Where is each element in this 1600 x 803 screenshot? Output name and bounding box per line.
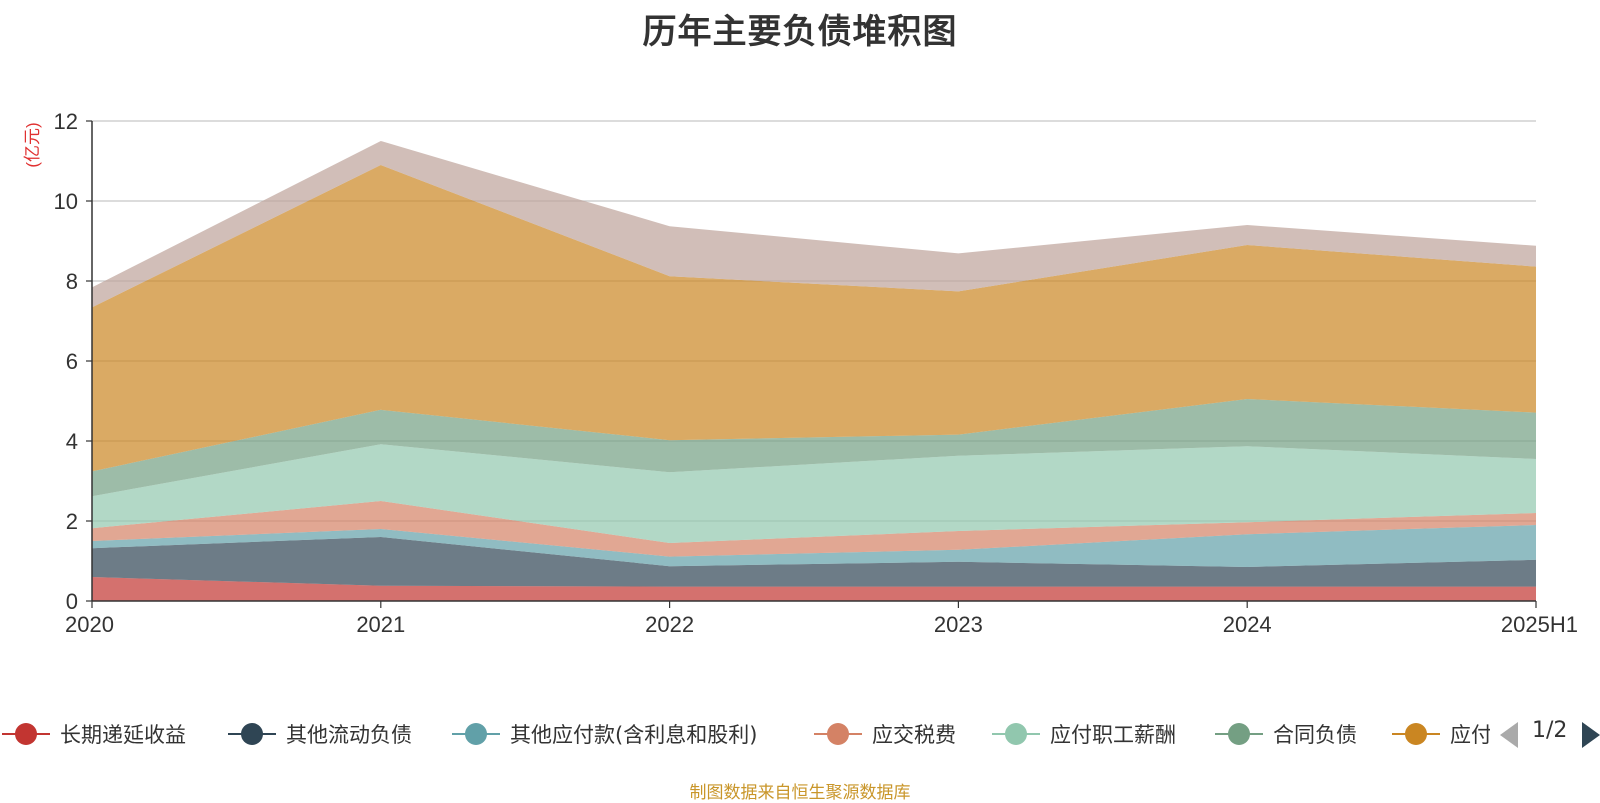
legend-label: 长期递延收益 — [60, 723, 186, 747]
area-series-3[interactable] — [92, 501, 1536, 557]
y-tick-label: 10 — [54, 189, 78, 214]
area-series-2[interactable] — [92, 525, 1536, 567]
legend-item[interactable]: 合同负债 — [1213, 712, 1357, 756]
legend-marker-icon — [452, 723, 500, 745]
x-tick-label: 2023 — [934, 612, 983, 637]
legend-item[interactable]: 其他流动负债 — [226, 712, 412, 756]
y-tick-label: 4 — [66, 429, 78, 454]
chart-title: 历年主要负债堆积图 — [642, 12, 958, 52]
y-tick-label: 8 — [66, 269, 78, 294]
legend-label: 其他应付款(含利息和股利) — [510, 723, 758, 747]
y-tick-label: 0 — [66, 589, 78, 614]
area-series-6[interactable] — [92, 165, 1536, 472]
y-tick-label: 6 — [66, 349, 78, 374]
source-note: 制图数据来自恒生聚源数据库 — [689, 783, 911, 803]
area-series-5[interactable] — [92, 399, 1536, 497]
legend-item[interactable]: 应付账款 — [1390, 712, 1490, 756]
legend-label: 其他流动负债 — [286, 723, 412, 747]
legend-marker-icon — [1215, 723, 1263, 745]
chart-plot: 0 2 4 6 8 10 12 2020 2021 2022 2023 2024 2025H1 (亿元) — [23, 109, 1578, 637]
area-series-7[interactable] — [92, 141, 1536, 308]
y-axis-unit-label: (亿元) — [23, 122, 42, 167]
x-tick-label: 2024 — [1223, 612, 1272, 637]
legend-label: 应付职工薪酬 — [1050, 723, 1176, 747]
legend-item[interactable]: 应付职工薪酬 — [990, 712, 1176, 756]
legend-marker-icon — [228, 723, 276, 745]
legend-page-indicator: 1/2 — [1532, 718, 1568, 743]
x-tick-label: 2021 — [356, 612, 405, 637]
y-tick-label: 12 — [54, 109, 78, 134]
legend-pager: 1/2 — [1496, 712, 1600, 756]
x-tick-label: 2025H1 — [1501, 612, 1578, 637]
legend-marker-icon — [992, 723, 1040, 745]
legend-item[interactable]: 其他应付款(含利息和股利) — [450, 712, 757, 756]
legend-item[interactable]: 应交税费 — [812, 712, 956, 756]
legend-next-page-icon[interactable] — [1582, 722, 1600, 748]
legend-prev-page-icon[interactable] — [1500, 722, 1518, 748]
area-series-layer — [92, 141, 1536, 601]
legend: 长期递延收益 其他流动负债 其他应付款(含利息和股利) 应交税费 应付职工薪酬 合同负债 应… — [0, 712, 1490, 756]
legend-label: 应付账款 — [1450, 723, 1490, 747]
legend-marker-icon — [814, 723, 862, 745]
y-tick-label: 2 — [66, 509, 78, 534]
legend-item[interactable]: 长期递延收益 — [0, 712, 186, 756]
legend-marker-icon — [2, 723, 50, 745]
area-series-4[interactable] — [92, 444, 1536, 543]
legend-label: 应交税费 — [872, 723, 956, 747]
axes: 0 2 4 6 8 10 12 2020 2021 2022 2023 2024 2025H1 — [54, 109, 1578, 637]
area-series-1[interactable] — [92, 537, 1536, 587]
legend-marker-icon — [1392, 723, 1440, 745]
legend-label: 合同负债 — [1273, 723, 1357, 747]
x-tick-label: 2022 — [645, 612, 694, 637]
x-tick-label: 2020 — [65, 612, 114, 637]
area-series-0[interactable] — [92, 577, 1536, 601]
